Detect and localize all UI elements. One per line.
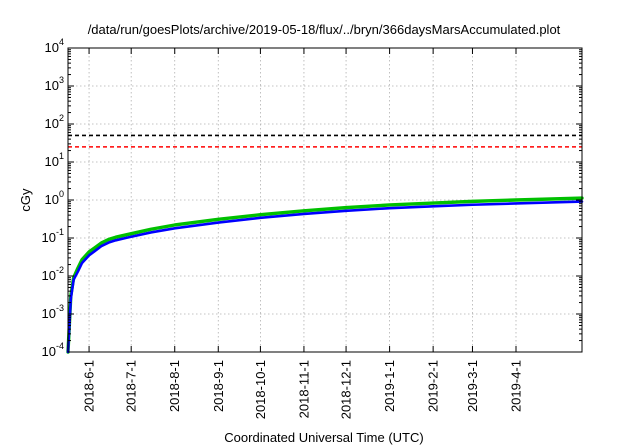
- y-tick-label: 100: [45, 189, 64, 207]
- y-tick-label: 10-4: [42, 341, 64, 359]
- series-line: [66, 196, 584, 354]
- y-tick-exponent: 0: [59, 189, 64, 199]
- y-tick-base: 10: [42, 344, 56, 359]
- x-tick-label: 2019-1-1: [382, 360, 397, 412]
- x-tick-label: 2018-6-1: [82, 360, 97, 412]
- x-axis-title: Coordinated Universal Time (UTC): [224, 430, 423, 445]
- x-tick-label: 2018-7-1: [124, 360, 139, 412]
- y-tick-base: 10: [42, 268, 56, 283]
- y-tick-exponent: -4: [56, 341, 64, 351]
- x-tick-label: 2018-9-1: [211, 360, 226, 412]
- grid: [68, 48, 582, 352]
- y-tick-exponent: -1: [56, 227, 64, 237]
- y-tick-base: 10: [45, 192, 59, 207]
- x-tick-label: 2018-8-1: [167, 360, 182, 412]
- y-tick-label: 10-3: [42, 303, 64, 321]
- x-tick-label: 2018-11-1: [296, 360, 311, 418]
- x-tick-label: 2019-2-1: [426, 360, 441, 412]
- y-tick-exponent: 4: [59, 37, 64, 47]
- y-tick-label: 10-1: [42, 227, 64, 245]
- x-tick-label: 2018-12-1: [339, 360, 354, 419]
- y-tick-base: 10: [45, 78, 59, 93]
- x-axis: 2018-6-1 2018-7-1 2018-8-1 2018-9-1 2018-10-…: [82, 48, 523, 419]
- y-tick-exponent: 1: [59, 151, 64, 161]
- y-axis-title: cGy: [18, 188, 33, 212]
- y-tick-exponent: 3: [59, 75, 64, 85]
- y-tick-base: 10: [42, 306, 56, 321]
- y-tick-exponent: -3: [56, 303, 64, 313]
- y-tick-label: 10-2: [42, 265, 64, 283]
- x-tick-label: 2019-3-1: [465, 360, 480, 412]
- y-tick-base: 10: [45, 154, 59, 169]
- y-tick-base: 10: [45, 116, 59, 131]
- y-tick-label: 102: [45, 113, 64, 131]
- series-line: [66, 200, 584, 354]
- y-tick-label: 103: [45, 75, 64, 93]
- x-tick-label: 2019-4-1: [508, 360, 523, 412]
- y-tick-base: 10: [45, 40, 59, 55]
- series-group: [66, 196, 584, 354]
- y-tick-exponent: -2: [56, 265, 64, 275]
- y-tick-base: 10: [42, 230, 56, 245]
- reference-lines: [68, 134, 582, 148]
- y-tick-label: 101: [45, 151, 64, 169]
- chart-title: /data/run/goesPlots/archive/2019-05-18/f…: [88, 22, 561, 37]
- x-tick-label: 2018-10-1: [253, 360, 268, 419]
- y-tick-label: 104: [45, 37, 64, 55]
- y-tick-exponent: 2: [59, 113, 64, 123]
